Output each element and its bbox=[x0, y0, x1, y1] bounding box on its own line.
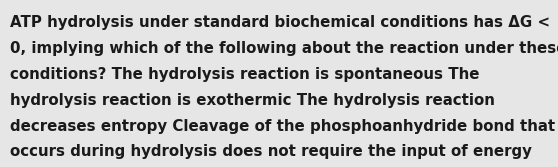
Text: ATP hydrolysis under standard biochemical conditions has ΔG <: ATP hydrolysis under standard biochemica… bbox=[10, 15, 550, 30]
Text: occurs during hydrolysis does not require the input of energy: occurs during hydrolysis does not requir… bbox=[10, 144, 532, 159]
Text: conditions? The hydrolysis reaction is spontaneous The: conditions? The hydrolysis reaction is s… bbox=[10, 67, 479, 82]
Text: hydrolysis reaction is exothermic The hydrolysis reaction: hydrolysis reaction is exothermic The hy… bbox=[10, 93, 495, 108]
Text: 0, implying which of the following about the reaction under these: 0, implying which of the following about… bbox=[10, 41, 558, 56]
Text: decreases entropy Cleavage of the phosphoanhydride bond that: decreases entropy Cleavage of the phosph… bbox=[10, 119, 555, 134]
